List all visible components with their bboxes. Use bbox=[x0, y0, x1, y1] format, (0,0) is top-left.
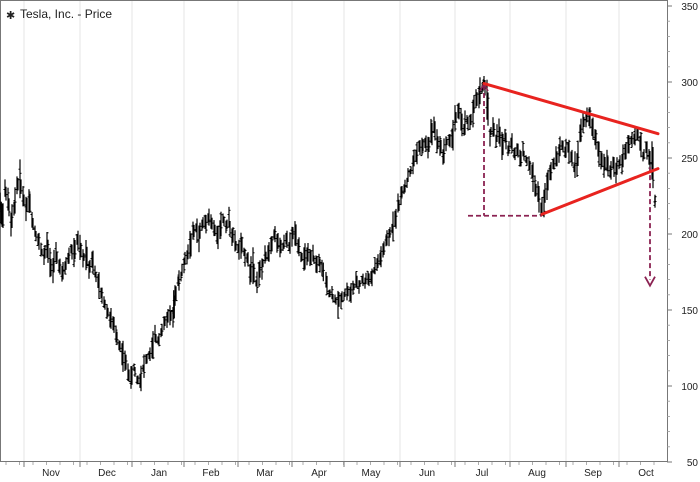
lower-trendline bbox=[540, 167, 660, 216]
x-tick-label: Oct bbox=[638, 468, 654, 479]
y-tick-label: 50 bbox=[687, 458, 699, 469]
x-tick-label: Apr bbox=[311, 468, 327, 479]
upper-trendline bbox=[482, 82, 660, 136]
legend: ✱ Tesla, Inc. - Price bbox=[6, 7, 112, 22]
x-tick-label: Aug bbox=[528, 468, 546, 479]
y-tick-label: 100 bbox=[681, 382, 698, 393]
x-tick-label: May bbox=[362, 468, 381, 479]
y-tick-label: 250 bbox=[681, 154, 698, 165]
x-tick-label: Jun bbox=[419, 468, 435, 479]
y-tick-label: 150 bbox=[681, 306, 698, 317]
x-axis: Nov Dec Jan Feb Mar Apr May Jun Jul Aug Sep Oct bbox=[5, 462, 655, 479]
y-tick-label: 350 bbox=[681, 2, 698, 13]
x-tick-label: Feb bbox=[202, 468, 220, 479]
y-tick-label: 300 bbox=[681, 78, 698, 89]
x-tick-label: Jan bbox=[151, 468, 167, 479]
x-tick-label: Nov bbox=[42, 468, 60, 479]
legend-marker-icon: ✱ bbox=[6, 10, 15, 22]
plot-frame bbox=[0, 0, 668, 462]
x-tick-label: Mar bbox=[256, 468, 274, 479]
y-axis: 50 100 150 200 250 300 350 bbox=[667, 2, 698, 469]
legend-label: Tesla, Inc. - Price bbox=[20, 7, 112, 21]
triangle-annotations bbox=[468, 82, 660, 288]
y-tick-label: 200 bbox=[681, 230, 698, 241]
target-arrowhead-icon bbox=[644, 276, 656, 288]
price-bars bbox=[0, 76, 657, 392]
x-tick-label: Sep bbox=[584, 468, 602, 479]
x-tick-label: Dec bbox=[98, 468, 116, 479]
x-tick-label: Jul bbox=[476, 468, 489, 479]
